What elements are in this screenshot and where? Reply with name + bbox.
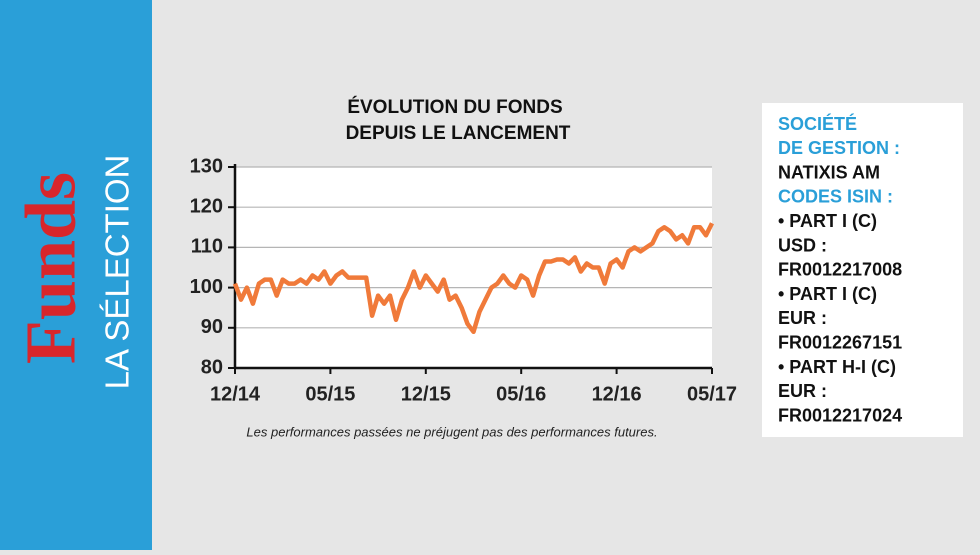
info-box bbox=[762, 103, 963, 437]
info-line: EUR : bbox=[778, 308, 827, 328]
footnote: Les performances passées ne préjugent pa… bbox=[246, 424, 657, 439]
info-line: FR0012217008 bbox=[778, 260, 902, 280]
y-tick-label: 120 bbox=[190, 195, 223, 217]
y-tick-label: 80 bbox=[201, 356, 223, 378]
banner bbox=[0, 0, 152, 550]
banner-subtitle: LA SÉLECTION bbox=[99, 155, 136, 390]
info-line: SOCIÉTÉ bbox=[778, 113, 857, 134]
info-line: NATIXIS AM bbox=[778, 162, 880, 182]
info-line: EUR : bbox=[778, 381, 827, 401]
plot-area bbox=[235, 167, 712, 368]
x-tick-label: 12/16 bbox=[592, 383, 642, 405]
chart-title: DEPUIS LE LANCEMENT bbox=[346, 123, 571, 144]
y-tick-label: 100 bbox=[190, 276, 223, 298]
x-tick-label: 05/17 bbox=[687, 383, 737, 405]
banner-text: Funds bbox=[11, 172, 91, 364]
info-line: FR0012267151 bbox=[778, 332, 902, 352]
info-line: • PART H-I (C) bbox=[778, 357, 896, 377]
info-line: • PART I (C) bbox=[778, 211, 877, 231]
info-line: • PART I (C) bbox=[778, 284, 877, 304]
y-tick-label: 90 bbox=[201, 316, 223, 338]
info-line: USD : bbox=[778, 235, 827, 255]
chart-title: ÉVOLUTION DU FONDS bbox=[347, 96, 562, 118]
info-line: CODES ISIN : bbox=[778, 187, 893, 207]
x-tick-label: 05/15 bbox=[305, 383, 355, 405]
x-tick-label: 12/14 bbox=[210, 383, 261, 405]
x-tick-label: 05/16 bbox=[496, 383, 546, 405]
y-tick-label: 130 bbox=[190, 155, 223, 177]
info-line: FR0012217024 bbox=[778, 405, 902, 425]
y-tick-label: 110 bbox=[191, 236, 223, 258]
info-line: DE GESTION : bbox=[778, 138, 900, 158]
data-line bbox=[232, 222, 715, 335]
banner-word: Funds bbox=[11, 172, 91, 364]
banner-sub: LA SÉLECTION bbox=[99, 155, 136, 390]
x-tick-label: 12/15 bbox=[401, 383, 451, 405]
